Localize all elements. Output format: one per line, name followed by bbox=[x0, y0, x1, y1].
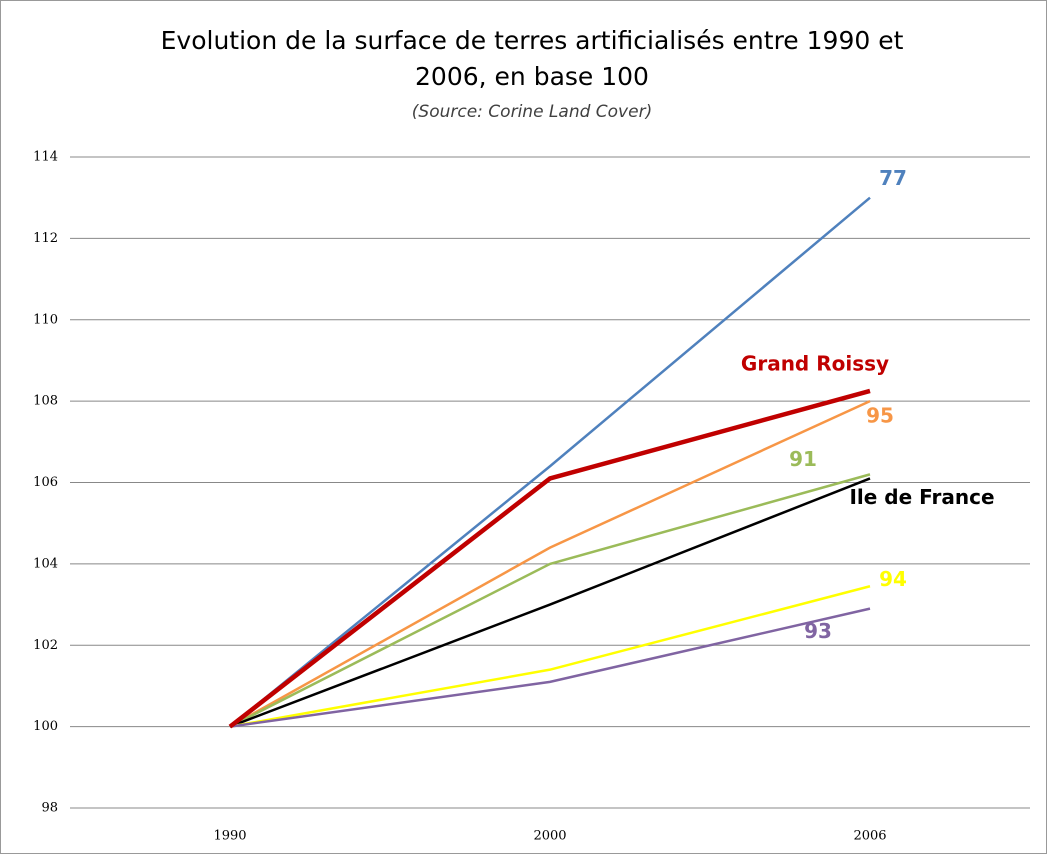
series-label: 93 bbox=[804, 619, 832, 643]
series-line bbox=[229, 585, 871, 728]
chart-title: 2006, en base 100 bbox=[415, 62, 649, 91]
series-label: 77 bbox=[879, 166, 907, 190]
series-label: Grand Roissy bbox=[741, 351, 889, 375]
series-label: Ile de France bbox=[849, 485, 994, 509]
y-tick-label: 102 bbox=[33, 638, 58, 653]
series-label: 94 bbox=[879, 567, 907, 591]
y-tick-label: 110 bbox=[33, 312, 58, 327]
series-line bbox=[229, 477, 871, 728]
chart-subtitle: (Source: Corine Land Cover) bbox=[412, 102, 652, 122]
series-line bbox=[229, 473, 871, 728]
y-tick-label: 98 bbox=[41, 801, 58, 816]
series-label: 95 bbox=[866, 404, 894, 428]
series-line bbox=[229, 607, 871, 728]
x-tick-label: 2000 bbox=[533, 829, 566, 844]
x-tick-label: 1990 bbox=[213, 829, 246, 844]
y-tick-label: 106 bbox=[33, 475, 58, 490]
x-tick-label: 2006 bbox=[853, 829, 886, 844]
series-line bbox=[228, 388, 871, 729]
y-tick-label: 112 bbox=[33, 231, 58, 246]
y-tick-label: 108 bbox=[33, 394, 58, 409]
series-label: 91 bbox=[789, 447, 817, 471]
series-line bbox=[229, 196, 871, 728]
series-line bbox=[229, 399, 871, 728]
y-tick-label: 104 bbox=[33, 556, 58, 571]
chart-title: Evolution de la surface de terres artifi… bbox=[161, 26, 904, 55]
y-tick-label: 114 bbox=[33, 150, 58, 165]
y-tick-label: 100 bbox=[33, 719, 58, 734]
